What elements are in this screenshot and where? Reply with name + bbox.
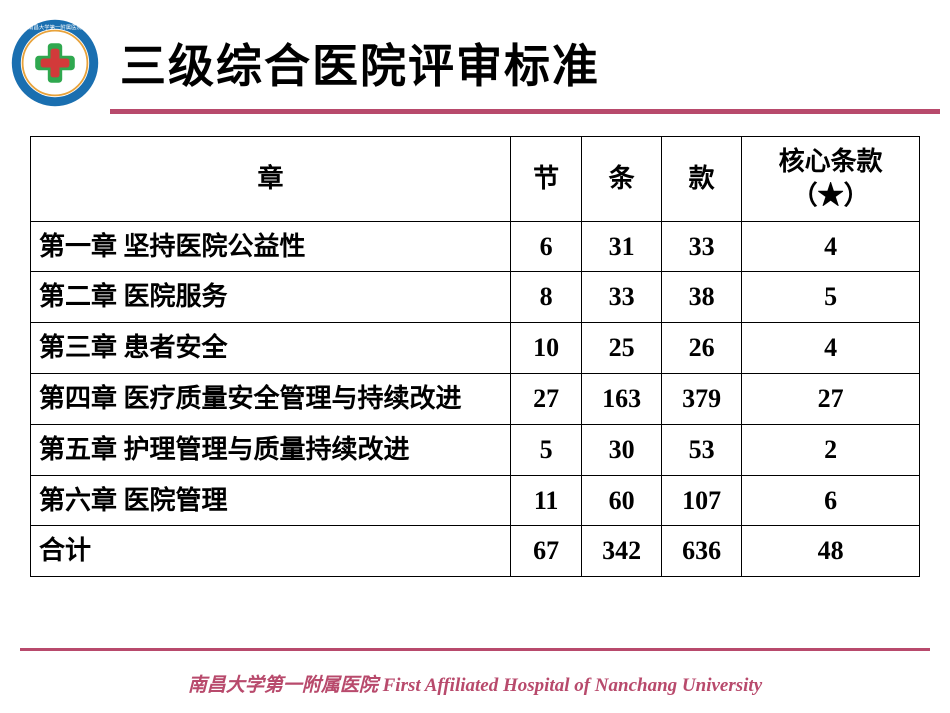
cell-num: 30 [582, 424, 662, 475]
standards-table-container: 章 节 条 款 核心条款（★） 第一章 坚持医院公益性 6 31 33 4 第二… [0, 108, 950, 577]
standards-table: 章 节 条 款 核心条款（★） 第一章 坚持医院公益性 6 31 33 4 第二… [30, 136, 920, 577]
col-clause: 款 [662, 137, 742, 222]
table-body: 第一章 坚持医院公益性 6 31 33 4 第二章 医院服务 8 33 38 5… [31, 221, 920, 577]
title-underline [110, 109, 940, 114]
table-row: 第二章 医院服务 8 33 38 5 [31, 272, 920, 323]
table-row: 第五章 护理管理与质量持续改进 5 30 53 2 [31, 424, 920, 475]
cell-num: 636 [662, 526, 742, 577]
cell-num: 379 [662, 373, 742, 424]
cell-num: 60 [582, 475, 662, 526]
cell-chapter: 第五章 护理管理与质量持续改进 [31, 424, 511, 475]
hospital-logo-icon: 南昌大学第一附属医院 [10, 18, 100, 108]
table-row: 第四章 医疗质量安全管理与持续改进 27 163 379 27 [31, 373, 920, 424]
cell-num: 163 [582, 373, 662, 424]
col-core: 核心条款（★） [742, 137, 920, 222]
footer-underline [20, 648, 930, 651]
cell-num: 25 [582, 323, 662, 374]
cell-num: 6 [511, 221, 582, 272]
table-row: 第三章 患者安全 10 25 26 4 [31, 323, 920, 374]
cell-chapter: 第四章 医疗质量安全管理与持续改进 [31, 373, 511, 424]
cell-num: 2 [742, 424, 920, 475]
table-header-row: 章 节 条 款 核心条款（★） [31, 137, 920, 222]
cell-num: 107 [662, 475, 742, 526]
cell-num: 11 [511, 475, 582, 526]
table-row: 第一章 坚持医院公益性 6 31 33 4 [31, 221, 920, 272]
svg-text:南昌大学第一附属医院: 南昌大学第一附属医院 [28, 23, 82, 31]
cell-num: 27 [511, 373, 582, 424]
col-section: 节 [511, 137, 582, 222]
table-row-total: 合计 67 342 636 48 [31, 526, 920, 577]
cell-num: 33 [582, 272, 662, 323]
cell-num: 4 [742, 323, 920, 374]
cell-num: 8 [511, 272, 582, 323]
footer-attribution: 南昌大学第一附属医院 First Affiliated Hospital of … [0, 674, 950, 699]
cell-num: 5 [511, 424, 582, 475]
cell-num: 31 [582, 221, 662, 272]
cell-chapter: 第六章 医院管理 [31, 475, 511, 526]
cell-num: 48 [742, 526, 920, 577]
cell-num: 38 [662, 272, 742, 323]
cell-num: 6 [742, 475, 920, 526]
cell-num: 342 [582, 526, 662, 577]
col-article: 条 [582, 137, 662, 222]
page-title: 三级综合医院评审标准 [120, 30, 600, 96]
cell-num: 5 [742, 272, 920, 323]
col-chapter: 章 [31, 137, 511, 222]
cell-num: 53 [662, 424, 742, 475]
cell-chapter: 合计 [31, 526, 511, 577]
cell-chapter: 第三章 患者安全 [31, 323, 511, 374]
cell-num: 26 [662, 323, 742, 374]
cell-num: 67 [511, 526, 582, 577]
cell-num: 4 [742, 221, 920, 272]
table-row: 第六章 医院管理 11 60 107 6 [31, 475, 920, 526]
cell-chapter: 第一章 坚持医院公益性 [31, 221, 511, 272]
cell-num: 10 [511, 323, 582, 374]
cell-num: 33 [662, 221, 742, 272]
cell-num: 27 [742, 373, 920, 424]
cell-chapter: 第二章 医院服务 [31, 272, 511, 323]
slide-header: 南昌大学第一附属医院 三级综合医院评审标准 [0, 0, 950, 108]
